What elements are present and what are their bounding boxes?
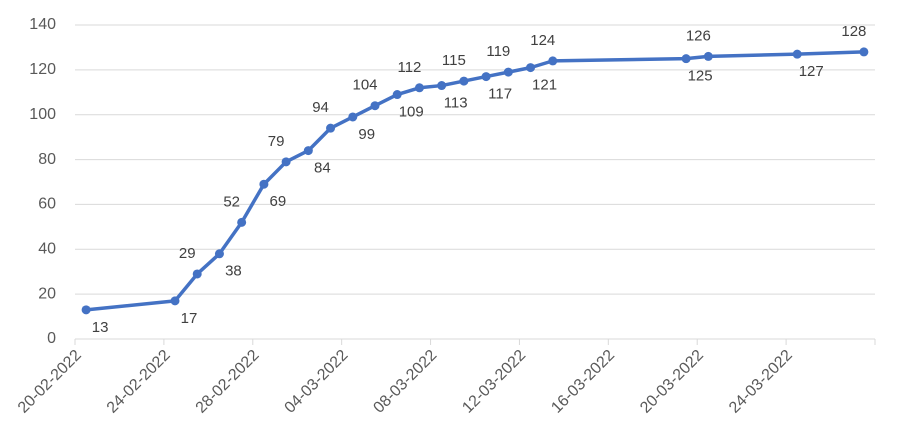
x-tick-label: 24-02-2022 [104,347,174,417]
x-tick-label: 08-03-2022 [370,347,440,417]
data-label: 69 [270,193,287,210]
data-label: 13 [92,319,109,336]
data-label: 117 [488,86,512,103]
data-label: 84 [314,160,331,177]
point [437,81,447,91]
data-label: 17 [181,310,198,327]
point [681,54,691,64]
x-tick-label: 12-03-2022 [459,347,529,417]
data-label: 115 [442,52,466,69]
data-label: 29 [179,245,196,262]
y-tick-label: 0 [47,330,56,347]
data-label: 94 [312,99,329,116]
data-label: 104 [352,77,377,94]
point [548,56,558,66]
y-tick-label: 120 [29,61,56,78]
line [85,50,864,312]
x-tick-label: 16-03-2022 [548,347,618,417]
point [81,305,91,315]
data-label: 126 [686,27,711,44]
y-tick-label: 140 [29,16,56,33]
data-label: 99 [358,126,375,143]
data-label: 125 [688,68,713,85]
data-label: 38 [225,263,242,280]
data-label: 124 [530,32,555,49]
data-label: 119 [486,43,510,60]
x-tick-label: 24-03-2022 [726,347,796,417]
x-tick-label: 20-02-2022 [15,347,85,417]
point [192,269,202,279]
data-label: 79 [268,133,285,150]
point [526,63,536,73]
point [326,123,336,133]
data-label: 112 [397,59,421,76]
data-label: 52 [223,193,240,210]
point [281,157,291,167]
data-label: 127 [799,63,824,80]
point [348,112,358,122]
point [414,83,424,93]
y-tick-label: 40 [38,241,56,258]
point [392,90,402,100]
x-tick-label: 28-02-2022 [193,347,263,417]
data-label: 113 [444,95,468,112]
y-tick-label: 60 [38,196,56,213]
data-label: 121 [532,77,557,94]
x-tick-label: 20-03-2022 [637,347,707,417]
point [503,67,513,77]
point [859,47,869,57]
point [459,76,469,86]
point [259,179,269,189]
point [370,101,380,111]
point [170,296,180,306]
y-tick-label: 80 [38,151,56,168]
y-tick-label: 20 [38,285,56,302]
point [303,146,313,156]
data-label: 109 [399,103,424,120]
point [792,49,802,59]
point [237,217,247,227]
point [703,51,713,61]
data-label: 128 [841,23,866,40]
point [481,72,491,82]
y-tick-label: 100 [29,106,56,123]
point [214,249,224,259]
x-tick-label: 04-03-2022 [282,347,352,417]
